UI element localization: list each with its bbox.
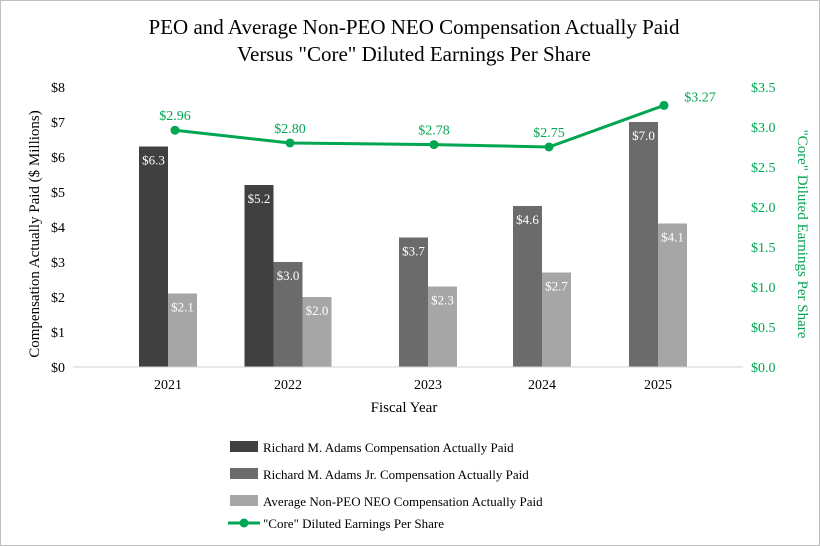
eps-point [170,125,180,135]
bar-data-label: $2.0 [306,303,329,318]
bar [168,293,197,367]
legend-label-adams-jr: Richard M. Adams Jr. Compensation Actual… [263,467,529,482]
eps-data-label: $3.27 [684,90,716,105]
right-tick-label: $1.5 [751,241,776,256]
bar-data-label: $4.6 [516,212,539,227]
right-axis-ticks: $0.0 $0.5 $1.0 $1.5 $2.0 $2.5 $3.0 $3.5 [751,81,776,376]
eps-line-group: $2.96 $2.80 $2.78 $2.75 $3.27 [159,90,716,152]
legend-label-non-peo: Average Non-PEO NEO Compensation Actuall… [263,494,543,509]
left-tick-label: $3 [51,256,65,271]
x-axis-title: Fiscal Year [371,400,438,416]
left-tick-label: $1 [51,326,65,341]
bar-data-label: $3.7 [402,244,425,259]
y-axis-right-title: "Core" Diluted Earnings Per Share [794,130,810,339]
bar-data-label: $6.3 [142,153,165,168]
x-tick-label: 2022 [274,378,302,393]
right-tick-label: $3.0 [751,121,776,136]
x-tick-label: 2021 [154,378,182,393]
left-tick-label: $8 [51,81,65,96]
x-tick-label: 2023 [414,378,442,393]
x-axis-ticks: 2021 2022 2023 2024 2025 [154,378,672,393]
left-axis-ticks: $0 $1 $2 $3 $4 $5 $6 $7 $8 [51,81,65,376]
left-tick-label: $2 [51,291,65,306]
bar [428,286,457,367]
bar [244,185,274,367]
left-tick-label: $6 [51,151,65,166]
eps-data-label: $2.78 [418,124,450,139]
eps-point [544,142,554,152]
left-tick-label: $7 [51,116,65,131]
right-tick-label: $2.0 [751,201,776,216]
bar-data-label: $4.1 [661,230,684,245]
chart-title-line2: Versus "Core" Diluted Earnings Per Share [237,42,591,66]
y-axis-title: Compensation Actually Paid ($ Millions) [27,110,43,358]
right-tick-label: $0.0 [751,361,776,376]
eps-data-label: $2.80 [274,122,306,137]
right-tick-label: $0.5 [751,321,776,336]
bar [139,146,168,367]
legend-label-adams: Richard M. Adams Compensation Actually P… [263,440,514,455]
bar-data-label: $7.0 [632,128,655,143]
bar [273,262,303,367]
right-tick-label: $1.0 [751,281,776,296]
right-tick-label: $3.5 [751,81,776,96]
eps-point [285,138,295,148]
bar [658,223,687,367]
bars-group: $6.3 $2.1 $5.2 $3.0 $2.0 $3.7 $2.3 $4.6 $2.7 $7.0… [73,122,743,368]
left-tick-label: $0 [51,361,65,376]
chart-title-line1: PEO and Average Non-PEO NEO Compensation… [149,15,680,39]
bar-data-label: $5.2 [248,191,271,206]
legend-swatch-non-peo [230,495,258,506]
bar [399,237,428,367]
right-tick-label: $2.5 [751,161,776,176]
bar [629,122,658,367]
bar-data-label: $2.3 [431,293,454,308]
eps-data-label: $2.96 [159,109,191,124]
left-tick-label: $5 [51,186,65,201]
bar-data-label: $2.1 [171,300,194,315]
bar-data-label: $2.7 [545,279,568,294]
legend-label-eps: "Core" Diluted Earnings Per Share [263,516,444,531]
bar-data-label: $3.0 [277,268,300,283]
bar [302,297,332,367]
left-tick-label: $4 [51,221,65,236]
x-tick-label: 2024 [528,378,556,393]
bar [513,206,542,367]
bar [542,272,571,367]
legend: Richard M. Adams Compensation Actually P… [228,440,543,531]
legend-swatch-adams-jr [230,468,258,479]
x-tick-label: 2025 [644,378,672,393]
legend-swatch-adams [230,441,258,452]
eps-point [659,100,669,110]
legend-marker-eps [239,518,249,528]
eps-data-label: $2.75 [533,126,565,141]
eps-point [429,140,439,150]
